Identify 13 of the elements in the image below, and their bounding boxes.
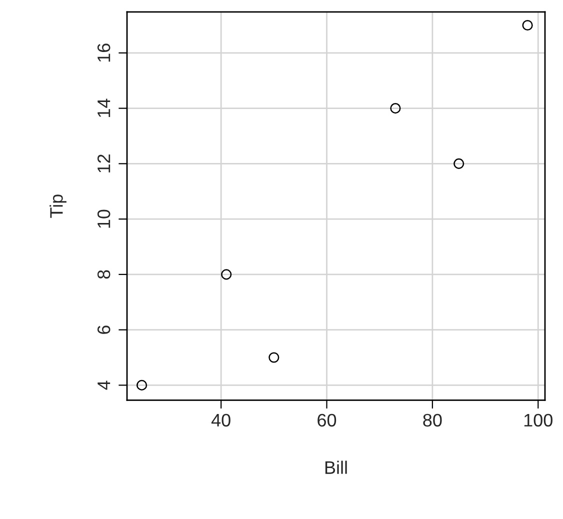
x-axis-title: Bill <box>325 460 347 474</box>
y-tick-label: 14 <box>98 98 110 117</box>
y-tick-label: 4 <box>98 380 110 390</box>
x-tick-label: 80 <box>423 414 442 427</box>
y-axis-title: Tip <box>50 194 66 218</box>
y-tick-label: 12 <box>97 154 110 172</box>
x-tick-label: 100 <box>524 414 552 427</box>
y-tick-label: 8 <box>97 270 110 279</box>
y-tick-label: 6 <box>97 326 110 334</box>
y-tick-label: 16 <box>97 44 110 62</box>
x-tick-label: 40 <box>211 414 230 427</box>
y-tick-label: 10 <box>97 210 110 228</box>
x-tick-label: 60 <box>318 414 336 427</box>
